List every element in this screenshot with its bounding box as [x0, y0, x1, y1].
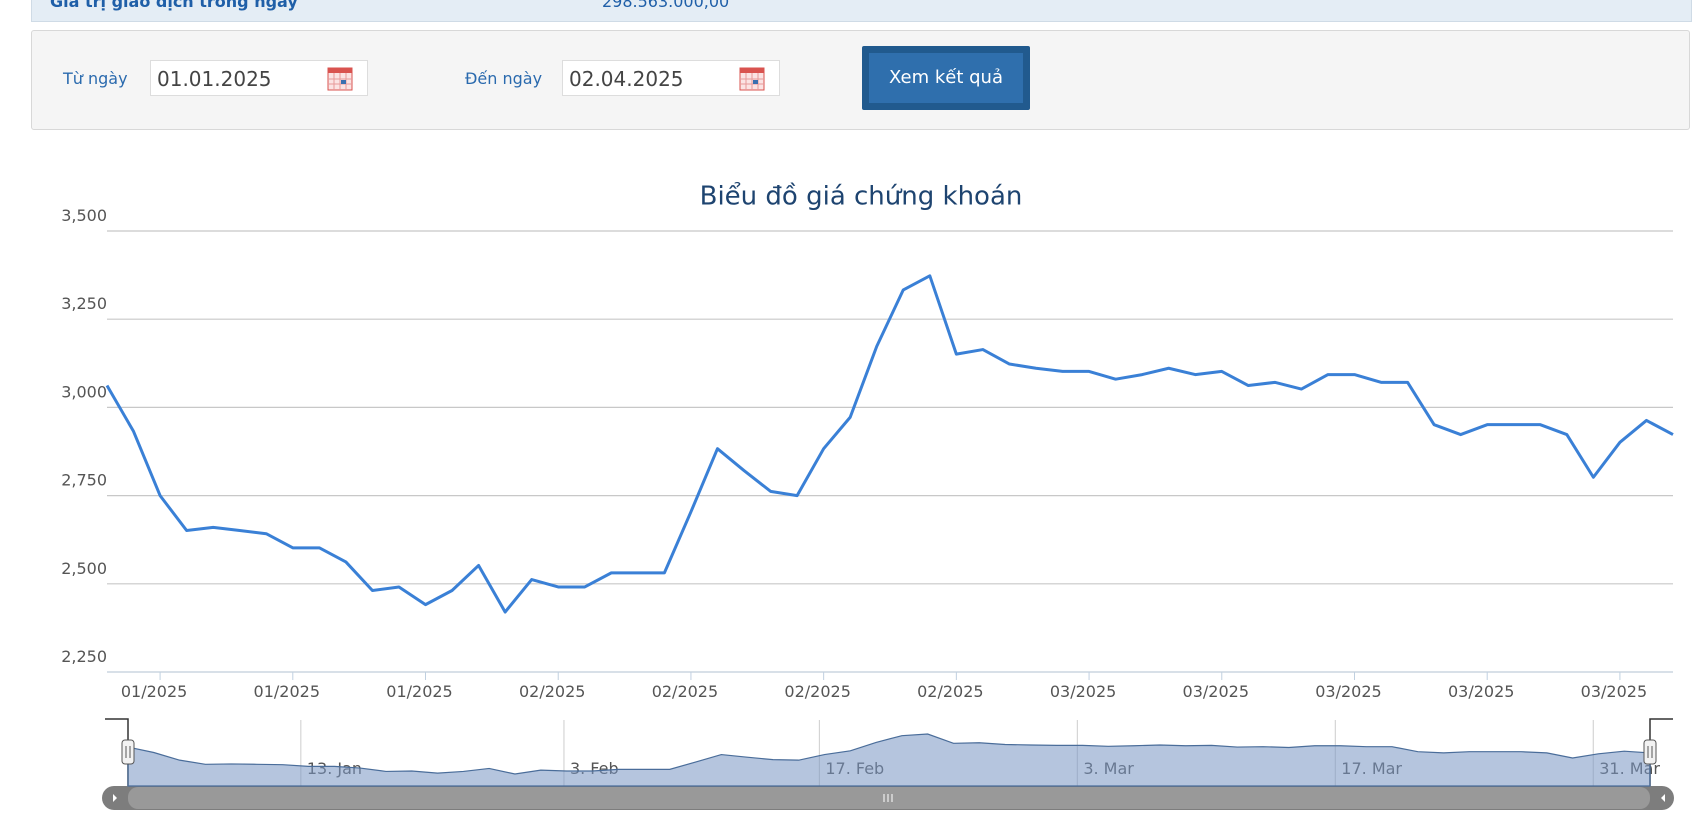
y-tick-label: 2,500	[61, 559, 107, 578]
thumb-grip	[883, 794, 893, 802]
to-label: Đến ngày	[465, 69, 543, 88]
to-input[interactable]: 02.04.2025	[562, 60, 780, 96]
calendar-icon[interactable]	[327, 67, 353, 91]
submit-button[interactable]: Xem kết quả	[862, 46, 1030, 110]
x-tick-label: 01/2025	[121, 682, 187, 701]
x-tick-label: 02/2025	[917, 682, 983, 701]
x-tick-label: 03/2025	[1183, 682, 1249, 701]
info-label: Giá trị giao dịch trong ngày	[50, 0, 298, 11]
navigator-handle[interactable]	[1643, 739, 1657, 765]
handle-grip	[125, 746, 131, 758]
x-tick-label: 02/2025	[519, 682, 585, 701]
handle-grip	[1647, 746, 1653, 758]
scrollbar-thumb[interactable]	[128, 787, 1650, 809]
x-tick-label: 03/2025	[1315, 682, 1381, 701]
x-tick-label: 03/2025	[1581, 682, 1647, 701]
to-value: 02.04.2025	[569, 67, 684, 91]
from-label: Từ ngày	[63, 69, 128, 88]
calendar-icon[interactable]	[739, 67, 765, 91]
info-value: 298.563.000,00	[602, 0, 730, 11]
chart-title: Biểu đồ giá chứng khoán	[700, 181, 1023, 212]
info-row: Giá trị giao dịch trong ngày 298.563.000…	[31, 0, 1692, 22]
scrollbar[interactable]	[102, 786, 1674, 810]
x-tick-label: 01/2025	[386, 682, 452, 701]
button-label: Xem kết quả	[869, 53, 1023, 103]
x-tick-label: 02/2025	[652, 682, 718, 701]
x-tick-label: 03/2025	[1448, 682, 1514, 701]
y-tick-label: 2,750	[61, 471, 107, 490]
x-tick-label: 03/2025	[1050, 682, 1116, 701]
navigator-handle[interactable]	[121, 739, 135, 765]
navigator-area	[127, 733, 1651, 787]
x-tick-label: 01/2025	[254, 682, 320, 701]
y-tick-label: 3,500	[61, 206, 107, 225]
from-input[interactable]: 01.01.2025	[150, 60, 368, 96]
from-value: 01.01.2025	[157, 67, 272, 91]
y-tick-label: 2,250	[61, 647, 107, 666]
y-tick-label: 3,250	[61, 294, 107, 313]
y-tick-label: 3,000	[61, 382, 107, 401]
navigator: 13. Jan3. Feb17. Feb3. Mar17. Mar31. Mar	[105, 718, 1673, 787]
date-form: Từ ngày 01.01.2025 Đến ngày 02.04.2025 X…	[31, 30, 1690, 130]
price-line	[105, 274, 1674, 614]
x-tick-label: 02/2025	[784, 682, 850, 701]
